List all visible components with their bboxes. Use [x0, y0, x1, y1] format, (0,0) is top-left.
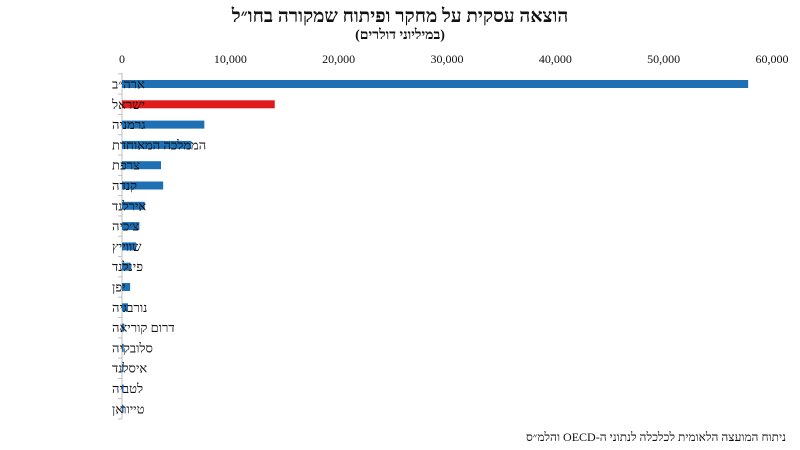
category-label: לטביה: [112, 381, 143, 396]
bar: [122, 140, 192, 149]
bar: [122, 120, 205, 129]
bar: [122, 303, 128, 312]
category-label: הממלכה המאוחדת: [112, 137, 206, 152]
chart-title: הוצאה עסקית על מחקר ופיתוח שמקורה בחו״ל: [231, 6, 569, 27]
category-label: שווייץ: [112, 239, 142, 254]
category-label: פינלנד: [112, 259, 143, 274]
x-tick-label: 60,000: [756, 52, 789, 66]
bar: [122, 242, 137, 251]
bar: [122, 364, 124, 373]
bar: [122, 222, 140, 231]
bar: [122, 404, 124, 413]
bar: [122, 201, 145, 210]
bar: [122, 283, 131, 291]
bar: [122, 262, 131, 271]
category-label: סלובקיה: [112, 340, 153, 355]
category-label: איסלנד: [112, 361, 147, 376]
x-tick-label: 30,000: [431, 52, 464, 66]
category-label: יפן: [112, 280, 126, 295]
x-tick-label: 50,000: [647, 52, 680, 66]
bar: [122, 181, 164, 190]
bar: [122, 384, 124, 393]
bar: [122, 323, 125, 332]
category-label: גרמניה: [112, 117, 146, 132]
x-tick-label: 10,000: [214, 52, 247, 66]
category-label: ארה״ב: [112, 77, 145, 92]
category-label: קנדה: [112, 178, 137, 193]
category-label: נורבגיה: [112, 300, 147, 315]
category-label: צרפת: [112, 158, 140, 173]
bar: [122, 100, 275, 109]
category-label: ישראל: [111, 97, 145, 112]
x-tick-label: 0: [119, 52, 125, 66]
category-label: אירלנד: [112, 198, 146, 213]
category-label: טייוואן: [112, 401, 145, 416]
chart-subtitle: (במיליוני דולרים): [355, 28, 445, 43]
bar: [122, 343, 124, 352]
category-label: צ׳כיה: [112, 219, 139, 234]
x-tick-label: 20,000: [322, 52, 355, 66]
source-note: ניתוח המועצה הלאומית לכלכלה לנתוני ה-OEC…: [525, 430, 786, 444]
x-tick-label: 40,000: [539, 52, 572, 66]
category-label: דרום קוריאה: [112, 320, 175, 335]
bar: [122, 80, 749, 88]
bar: [122, 161, 161, 170]
